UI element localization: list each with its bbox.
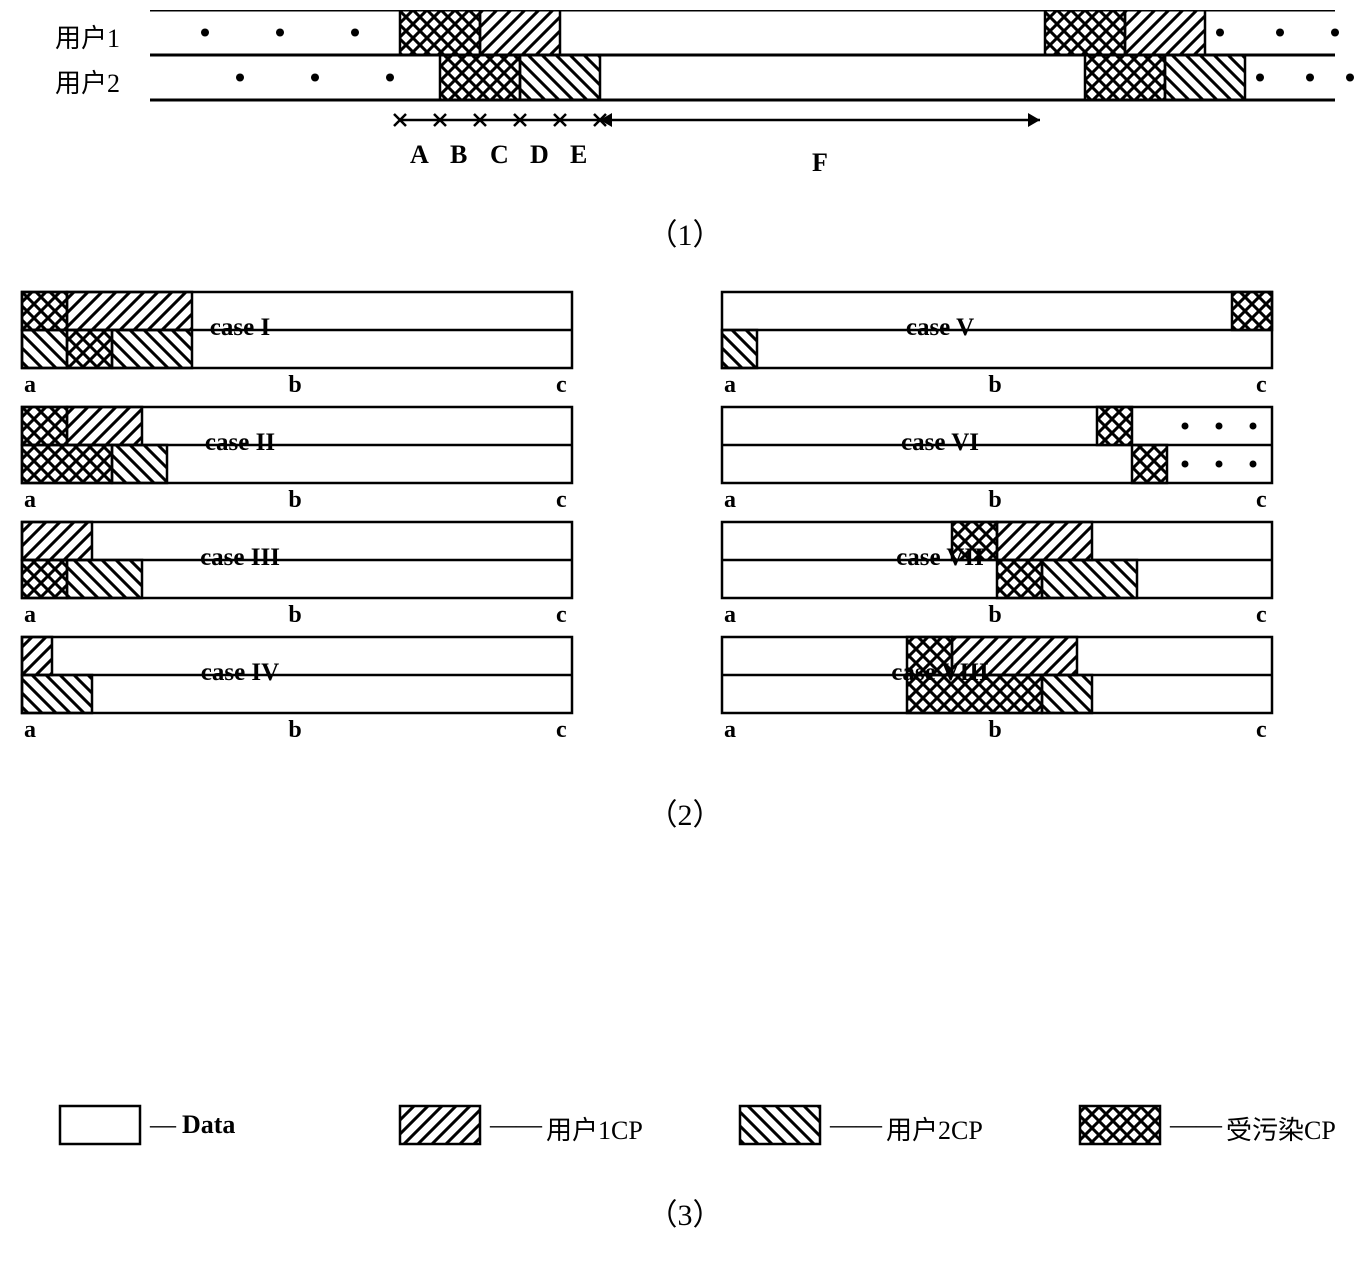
user1-label: 用户1	[55, 18, 120, 55]
case-tick-c: c	[556, 372, 567, 399]
case-tick-b: b	[988, 717, 1001, 744]
case-tick-a: a	[724, 372, 736, 399]
panel1-tick-D: D	[530, 140, 549, 170]
case-label: case VI	[901, 429, 979, 457]
case-tick-a: a	[24, 372, 36, 399]
case-tick-c: c	[556, 487, 567, 514]
case-tick-b: b	[288, 487, 301, 514]
case-label: case VII	[896, 544, 984, 572]
case-label: case VIII	[891, 659, 988, 687]
legend-sep: —	[150, 1110, 176, 1140]
case-tick-c: c	[1256, 487, 1267, 514]
case-tick-b: b	[988, 602, 1001, 629]
case-tick-b: b	[288, 372, 301, 399]
case-tick-b: b	[988, 487, 1001, 514]
case-label: case V	[906, 314, 974, 342]
case-label: case IV	[201, 659, 279, 687]
legend-label: 受污染CP	[1226, 1110, 1336, 1147]
case-label: case I	[210, 314, 270, 342]
case-tick-a: a	[724, 717, 736, 744]
case-tick-b: b	[988, 372, 1001, 399]
panel1-tick-C: C	[490, 140, 509, 170]
panel1-number: （1）	[648, 210, 723, 254]
panel3-number: （3）	[648, 1190, 723, 1234]
case-tick-a: a	[24, 717, 36, 744]
panel2-number: （2）	[648, 790, 723, 834]
case-tick-a: a	[24, 602, 36, 629]
case-tick-c: c	[556, 602, 567, 629]
panel1-tick-B: B	[450, 140, 467, 170]
legend-label: 用户1CP	[546, 1110, 643, 1147]
case-label: case II	[205, 429, 275, 457]
panel1-F: F	[812, 148, 828, 178]
legend-label: Data	[182, 1110, 235, 1140]
case-tick-c: c	[1256, 717, 1267, 744]
legend-sep: ——	[490, 1110, 542, 1140]
legend-sep: ——	[830, 1110, 882, 1140]
panel-1	[35, 10, 1369, 210]
panel1-tick-E: E	[570, 140, 587, 170]
legend-label: 用户2CP	[886, 1110, 983, 1147]
case-tick-a: a	[724, 487, 736, 514]
case-tick-a: a	[24, 487, 36, 514]
panel1-tick-A: A	[410, 140, 429, 170]
case-tick-c: c	[556, 717, 567, 744]
user2-label: 用户2	[55, 63, 120, 100]
case-tick-b: b	[288, 602, 301, 629]
case-tick-c: c	[1256, 602, 1267, 629]
legend-sep: ——	[1170, 1110, 1222, 1140]
case-tick-a: a	[724, 602, 736, 629]
case-label: case III	[200, 544, 280, 572]
case-tick-c: c	[1256, 372, 1267, 399]
case-tick-b: b	[288, 717, 301, 744]
